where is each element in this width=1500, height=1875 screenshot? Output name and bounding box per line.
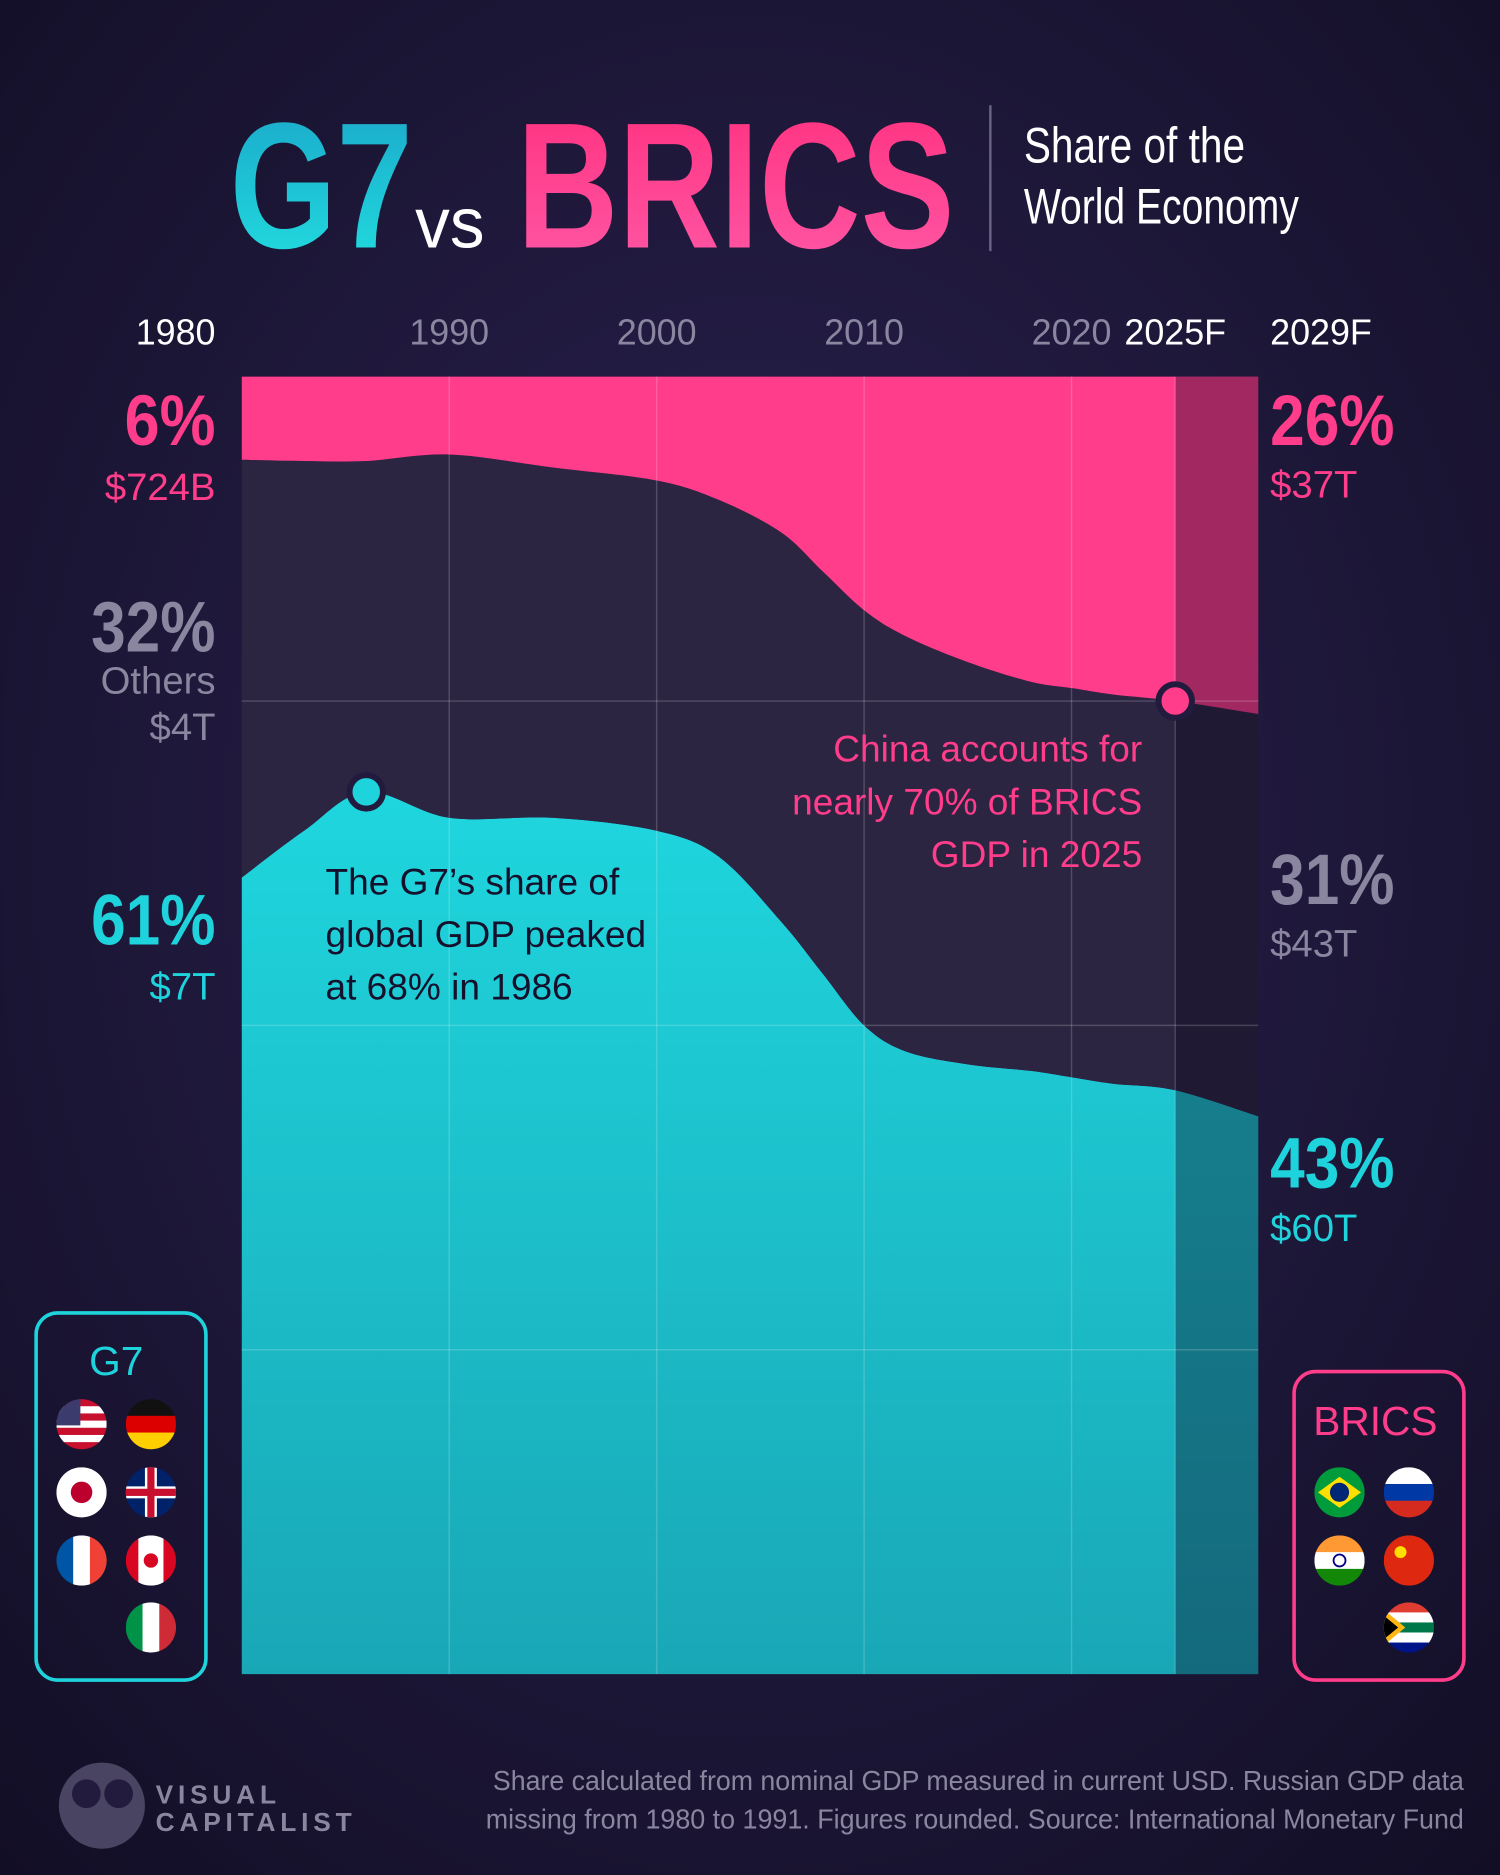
- gdp-label: $37T: [1270, 463, 1357, 506]
- x-tick-label: 2020: [1032, 312, 1112, 352]
- legend-box-brics: [1292, 1369, 1466, 1682]
- logo: VISUAL CAPITALIST: [58, 1762, 357, 1849]
- flag-part: [56, 1535, 74, 1586]
- flag-part: [56, 1442, 107, 1450]
- flag-part: [73, 1535, 91, 1586]
- flag-part: [56, 1399, 107, 1407]
- flag: [56, 1535, 107, 1586]
- x-tick-label: 2010: [824, 312, 904, 352]
- flag-part: [56, 1427, 107, 1436]
- value-label: 31%: [1270, 840, 1394, 920]
- flag-part: [159, 1602, 177, 1653]
- footnote: missing from 1980 to 1991. Figures round…: [486, 1803, 1464, 1834]
- flag-part: [1383, 1500, 1434, 1518]
- logo-text: CAPITALIST: [156, 1807, 357, 1837]
- series-name: Others: [101, 660, 216, 703]
- legend-title: BRICS: [1313, 1398, 1437, 1444]
- flag-part: [125, 1488, 177, 1496]
- annotation-text: The G7’s share of: [325, 860, 619, 902]
- subtitle: Share of the: [1024, 118, 1245, 174]
- annotation-text: at 68% in 1986: [325, 966, 572, 1008]
- annotation-point: [1155, 681, 1195, 721]
- plot: [241, 376, 1259, 1675]
- gdp-label: $7T: [150, 966, 216, 1009]
- title-vs: vs: [415, 184, 484, 264]
- flag-part: [1383, 1467, 1434, 1485]
- flag: [1314, 1467, 1365, 1518]
- x-tick-label: 1990: [409, 312, 489, 352]
- flag-part: [125, 1602, 144, 1653]
- gdp-label: $60T: [1270, 1207, 1357, 1250]
- annotation-text: global GDP peaked: [325, 913, 646, 955]
- flag-part: [125, 1399, 177, 1417]
- legend-title: G7: [89, 1338, 143, 1384]
- flag: [125, 1399, 177, 1450]
- flag: [125, 1602, 177, 1653]
- flag-part: [1383, 1535, 1434, 1586]
- subtitle: World Economy: [1024, 179, 1300, 235]
- gdp-label: $43T: [1270, 923, 1357, 966]
- flag: [56, 1467, 107, 1518]
- gdp-label: $4T: [150, 706, 216, 749]
- annotation-text: GDP in 2025: [931, 833, 1142, 875]
- area-others: [241, 454, 1259, 1117]
- annotation-text: nearly 70% of BRICS: [792, 780, 1142, 822]
- flag-part: [1314, 1535, 1365, 1553]
- flag-part: [125, 1432, 177, 1450]
- value-label: 43%: [1270, 1123, 1394, 1203]
- logo-icon: [104, 1779, 133, 1809]
- flag-part: [143, 1553, 159, 1568]
- flag-part: [89, 1535, 107, 1586]
- x-tick-label: 2000: [617, 312, 697, 352]
- gdp-label: $724B: [105, 466, 216, 509]
- title-g7: G7: [230, 87, 413, 287]
- flag-part: [1394, 1546, 1407, 1559]
- labels: 1980 1990 2000 2010 2020 2025F 2029F61%$7T43%$…: [89, 312, 1437, 1444]
- x-tick-label: 2029F: [1270, 312, 1372, 352]
- legend-box-g7: [34, 1311, 208, 1682]
- flag-part: [1383, 1615, 1399, 1640]
- flag: [1383, 1467, 1434, 1518]
- flag-part: [1383, 1602, 1434, 1614]
- flag-part: [142, 1602, 160, 1653]
- flag-part: [56, 1420, 107, 1429]
- value-label: 6%: [125, 381, 216, 461]
- flag-part: [1314, 1552, 1365, 1570]
- x-tick-label: 2025F: [1124, 312, 1226, 352]
- annotation-point: [346, 772, 386, 812]
- logo-icon: [71, 1779, 101, 1809]
- flag: [1383, 1535, 1434, 1586]
- flag-part: [1329, 1482, 1350, 1502]
- flag-part: [1383, 1612, 1434, 1624]
- flag-part: [1314, 1568, 1365, 1586]
- flag-part: [56, 1413, 107, 1422]
- value-label: 26%: [1270, 381, 1394, 461]
- flag-part: [1383, 1642, 1434, 1653]
- flags: [56, 1399, 1434, 1653]
- title-brics: BRICS: [517, 87, 955, 287]
- x-tick-label: 1980: [136, 312, 216, 352]
- flag: [1314, 1535, 1365, 1586]
- flag-part: [1383, 1622, 1434, 1634]
- area-g7: [241, 791, 1259, 1675]
- flag: [1383, 1602, 1434, 1653]
- flag-part: [56, 1406, 107, 1415]
- flag-part: [125, 1415, 177, 1434]
- logo-icon: [58, 1762, 145, 1849]
- footnote: Share calculated from nominal GDP measur…: [493, 1765, 1465, 1796]
- flag: [125, 1467, 177, 1518]
- logo-text: VISUAL: [156, 1779, 281, 1809]
- value-label: 61%: [91, 881, 215, 961]
- flag-part: [1332, 1553, 1347, 1568]
- flag-part: [56, 1434, 107, 1443]
- value-label: 32%: [91, 588, 215, 668]
- annotation-text: China accounts for: [833, 728, 1142, 770]
- flag-part: [1383, 1483, 1434, 1502]
- forecast-shade: [1175, 376, 1259, 1675]
- flag-part: [1383, 1632, 1434, 1644]
- flag-part: [70, 1481, 93, 1504]
- area-brics: [241, 376, 1259, 715]
